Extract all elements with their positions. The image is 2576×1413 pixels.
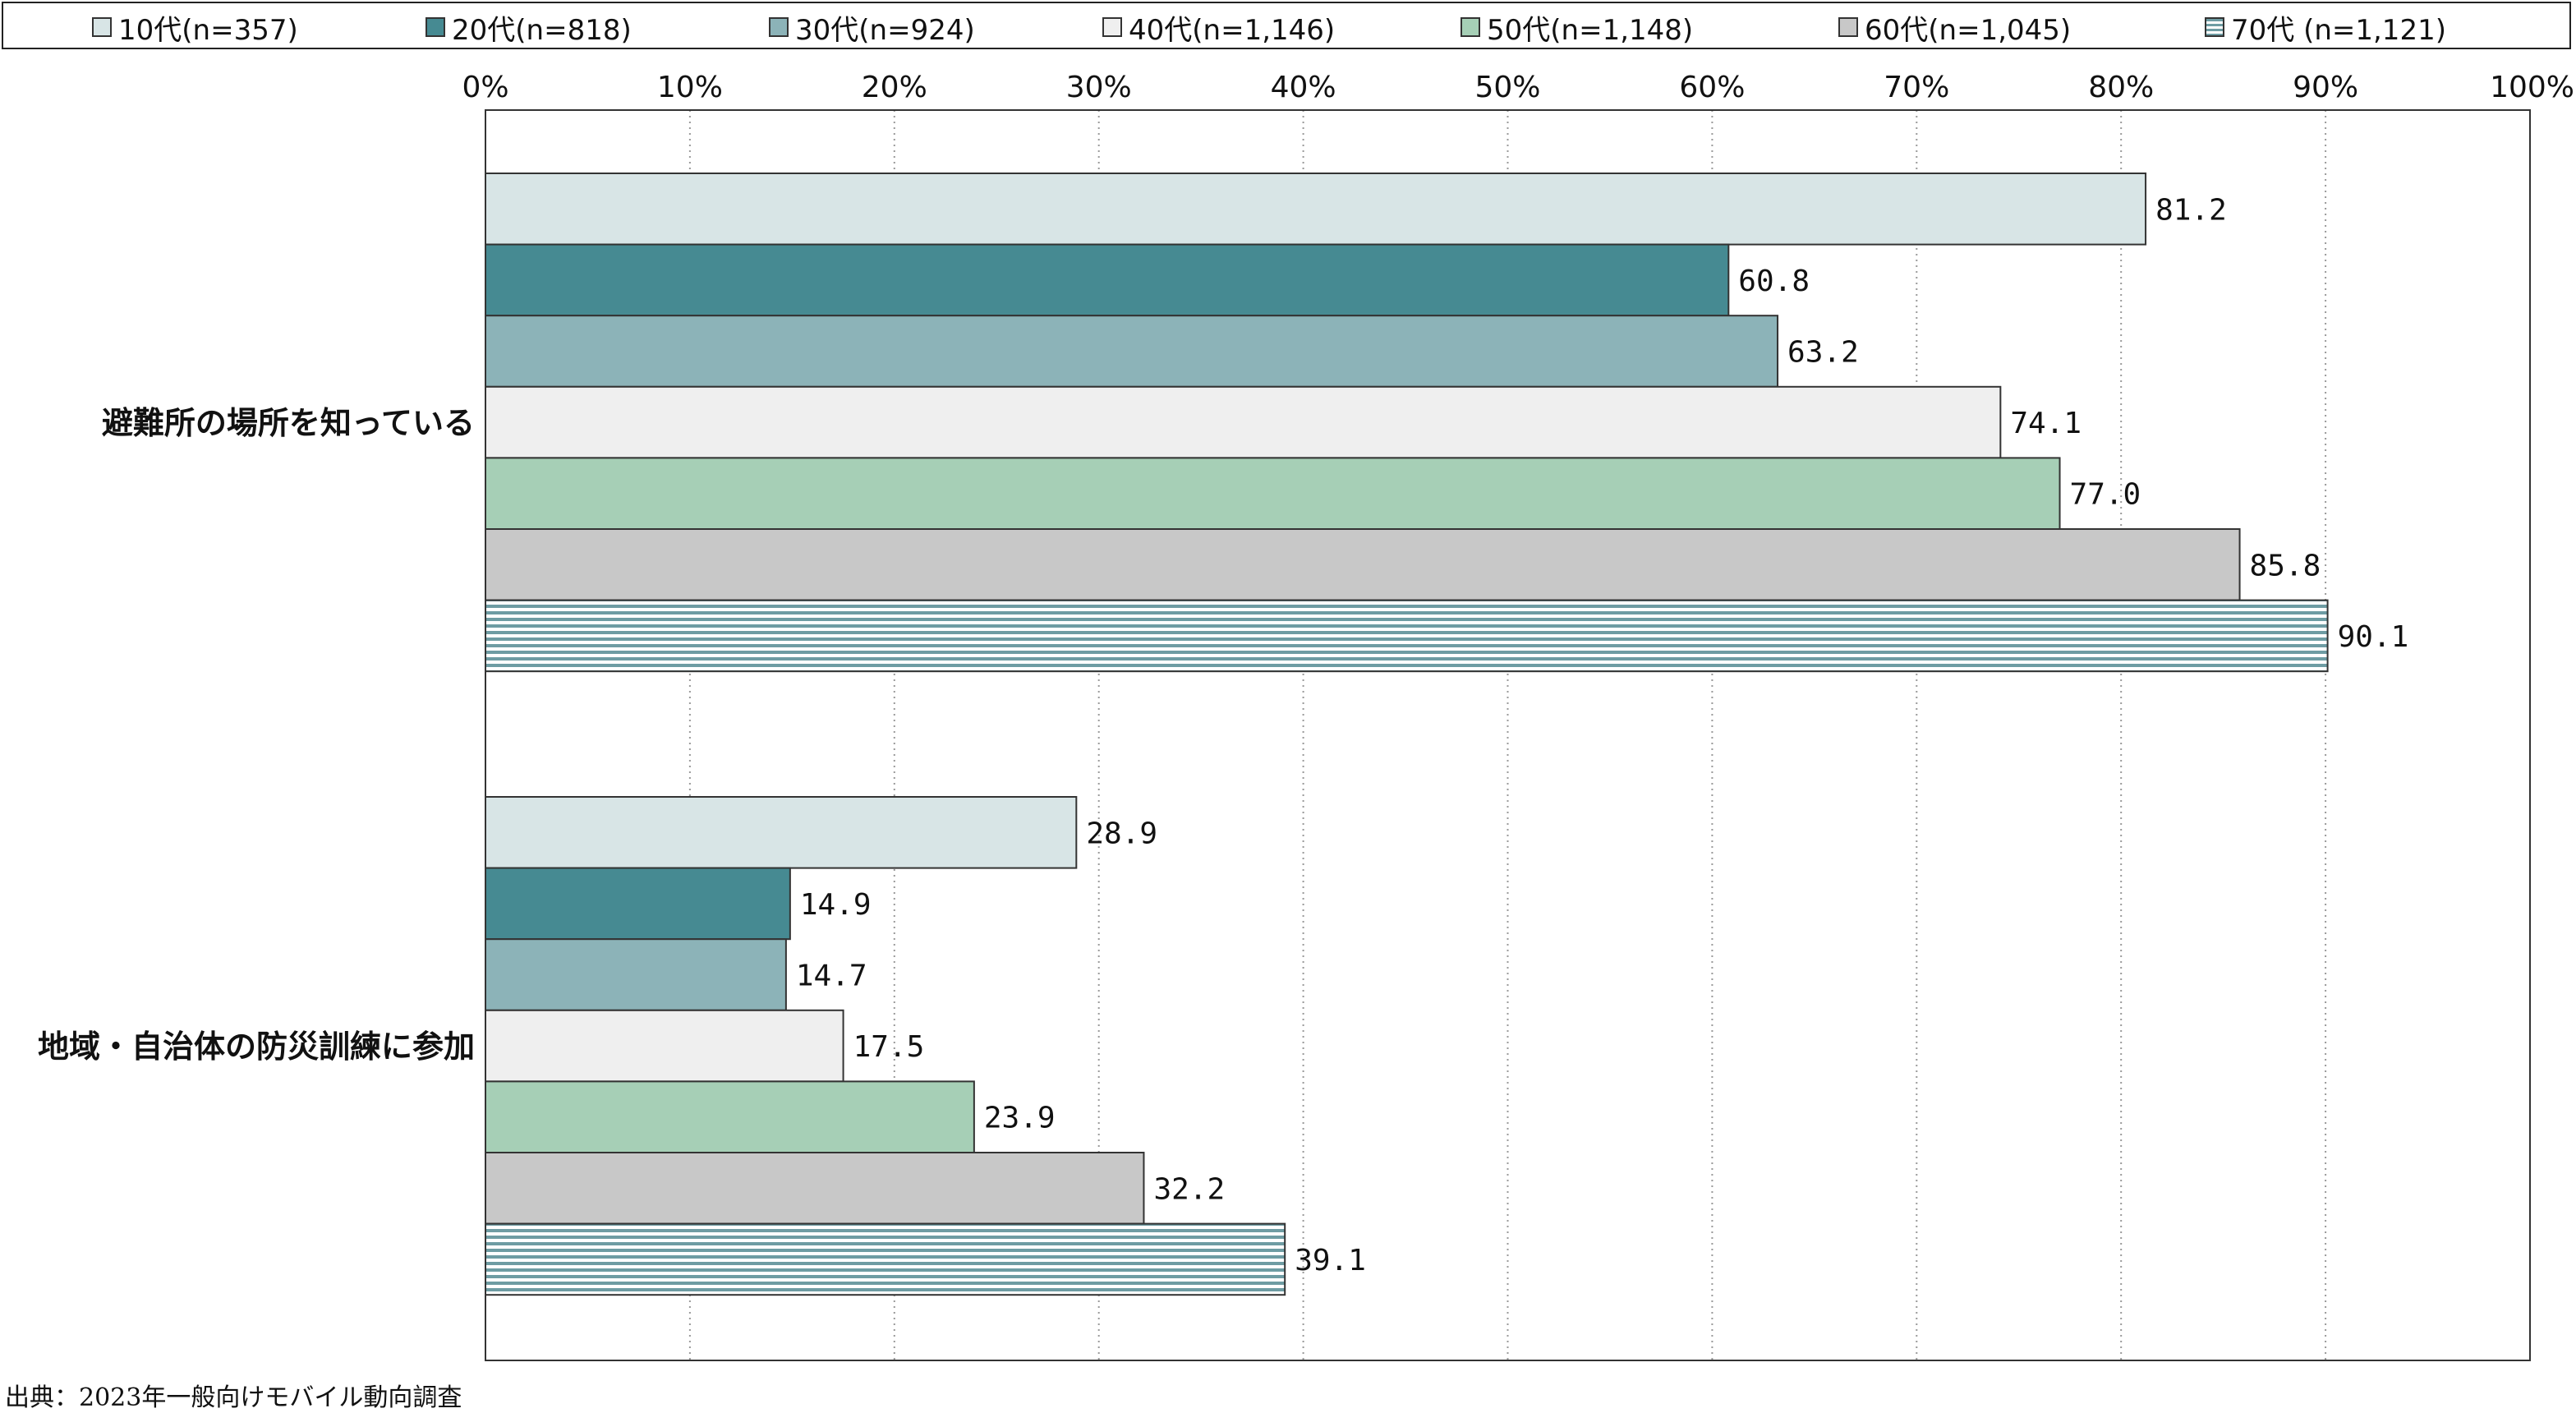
x-tick-label: 100% [2490, 71, 2574, 104]
legend: 10代(n=357) 20代(n=818) 30代(n=924) 40代(n=1,14… [2, 2, 2571, 49]
legend-item: 70代 (n=1,121) [2205, 3, 2446, 51]
data-label: 63.2 [1787, 336, 1859, 370]
legend-label: 50代(n=1,148) [1487, 13, 1694, 47]
source-note: 出典：2023年一般向けモバイル動向調査 [5, 1383, 462, 1412]
legend-swatch [769, 17, 789, 37]
legend-label: 10代(n=357) [118, 13, 298, 47]
bar [485, 796, 1078, 869]
bar [485, 315, 1779, 388]
bar [485, 243, 1730, 317]
legend-item: 40代(n=1,146) [1102, 3, 1335, 51]
data-label: 39.1 [1295, 1244, 1366, 1277]
bar [485, 173, 2147, 246]
data-label: 14.7 [796, 960, 867, 993]
legend-swatch [1460, 17, 1480, 37]
bar [485, 867, 791, 941]
legend-swatch [1102, 17, 1122, 37]
legend-label: 20代(n=818) [452, 13, 632, 47]
data-label: 74.1 [2010, 407, 2082, 440]
legend-item: 50代(n=1,148) [1460, 3, 1693, 51]
data-label: 77.0 [2070, 478, 2141, 512]
bar [485, 1152, 1145, 1225]
x-tick-label: 90% [2293, 71, 2358, 104]
bar [485, 385, 2002, 459]
legend-item: 60代(n=1,045) [1838, 3, 2071, 51]
data-label: 14.9 [800, 888, 872, 922]
bar [485, 1080, 975, 1154]
bar [485, 938, 787, 1011]
x-tick-label: 50% [1474, 71, 1540, 104]
bar [485, 1009, 844, 1083]
data-label: 60.8 [1738, 265, 1810, 298]
category-label: 地域・自治体の防災訓練に参加 [38, 1029, 475, 1065]
legend-label: 70代 (n=1,121) [2231, 13, 2446, 47]
bar [485, 1222, 1286, 1296]
bars: 81.2 60.8 63.2 74.1 77.0 85.8 90.1 28.9 14.9 14.7… [485, 173, 2409, 1296]
legend-label: 30代(n=924) [795, 13, 975, 47]
bar [485, 528, 2241, 601]
x-tick-label: 60% [1679, 71, 1745, 104]
x-tick-label: 0% [462, 71, 508, 104]
data-label: 81.2 [2155, 193, 2227, 227]
x-tick-label: 40% [1271, 71, 1336, 104]
legend-swatch [426, 17, 445, 37]
data-label: 85.8 [2250, 549, 2321, 582]
bar [485, 599, 2329, 673]
data-label: 90.1 [2338, 620, 2409, 654]
legend-item: 30代(n=924) [769, 3, 975, 51]
x-axis-tick-labels: 0% 10% 20% 30% 40% 50% 60% 70% 80% 90% 100% [462, 71, 2574, 104]
data-label: 17.5 [853, 1030, 925, 1064]
legend-swatch [2205, 17, 2224, 37]
legend-label: 40代(n=1,146) [1129, 13, 1336, 47]
bar [485, 457, 2061, 531]
legend-swatch [92, 17, 112, 37]
legend-label: 60代(n=1,045) [1865, 13, 2072, 47]
data-label: 23.9 [984, 1102, 1056, 1135]
data-label: 28.9 [1086, 817, 1157, 850]
legend-item: 20代(n=818) [426, 3, 632, 51]
x-tick-label: 20% [862, 71, 927, 104]
x-tick-label: 80% [2088, 71, 2154, 104]
legend-item: 10代(n=357) [92, 3, 298, 51]
x-tick-label: 10% [657, 71, 723, 104]
legend-swatch [1838, 17, 1858, 37]
x-tick-label: 70% [1884, 71, 1949, 104]
category-label: 避難所の場所を知っている [102, 405, 475, 441]
x-tick-label: 30% [1066, 71, 1132, 104]
plot-area-frame [485, 109, 2531, 1361]
data-label: 32.2 [1153, 1172, 1225, 1206]
